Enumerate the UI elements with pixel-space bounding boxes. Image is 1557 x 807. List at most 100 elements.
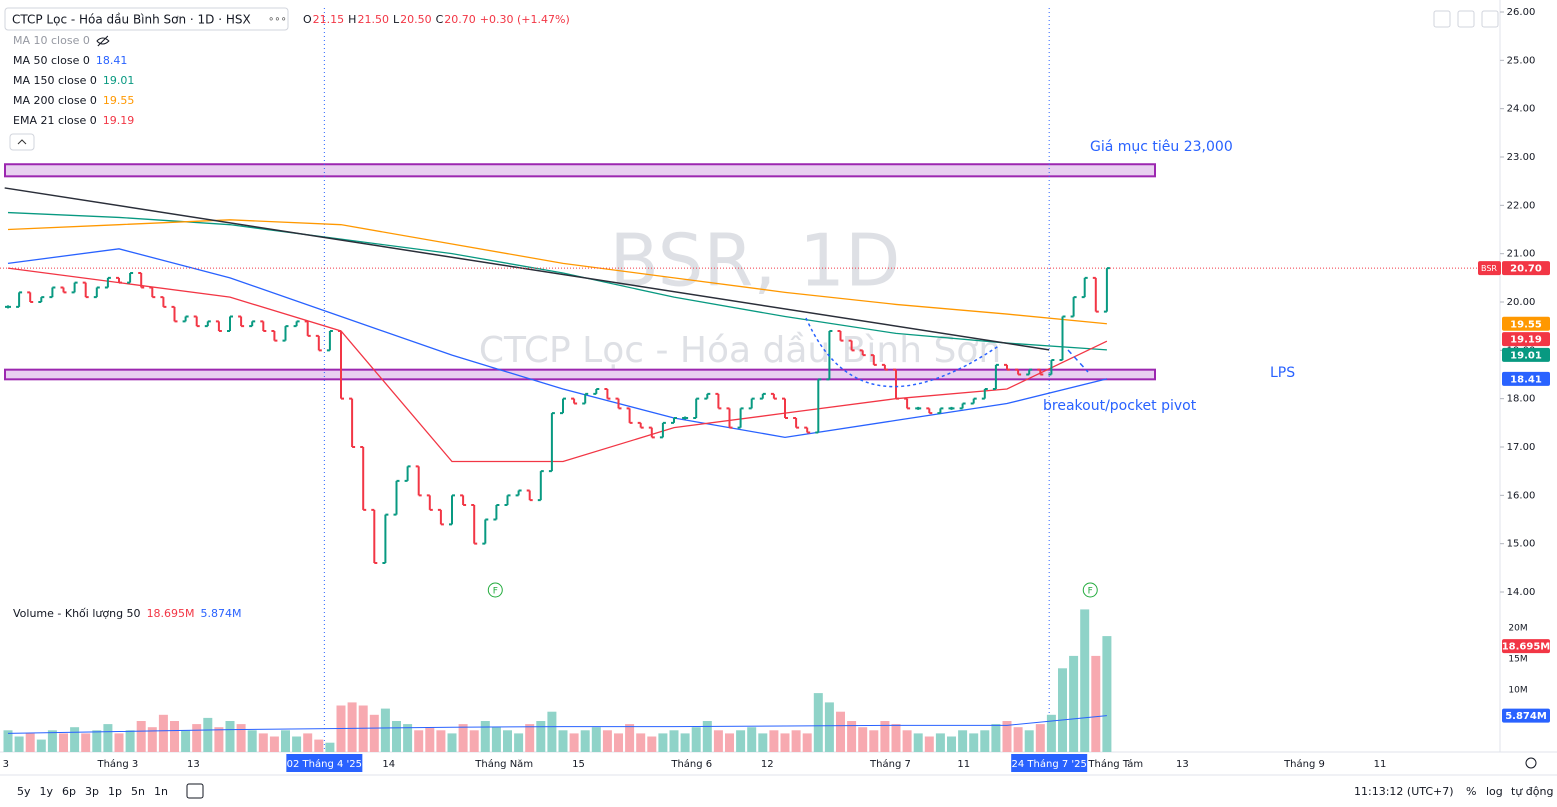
price-bar bbox=[1015, 368, 1022, 376]
period-button[interactable]: 6p bbox=[62, 785, 76, 798]
volume-bar bbox=[614, 733, 623, 752]
volume-bar bbox=[203, 717, 213, 752]
y-tick-label: 23.00 bbox=[1507, 152, 1536, 163]
period-button[interactable]: 1y bbox=[40, 785, 54, 798]
event-marker[interactable] bbox=[1082, 582, 1098, 598]
hidden-icon[interactable] bbox=[96, 35, 110, 47]
volume-badge: 18.695M bbox=[1502, 642, 1551, 653]
scale-option[interactable]: log bbox=[1486, 785, 1503, 798]
calendar-icon[interactable] bbox=[186, 783, 204, 799]
symbol-title: CTCP Lọc - Hóa dầu Bình Sơn · 1D · HSX bbox=[12, 13, 251, 27]
watermark-name: CTCP Lọc - Hóa dầu Bình Sơn bbox=[479, 330, 1001, 371]
volume-bar bbox=[59, 733, 68, 752]
price-bar bbox=[793, 417, 800, 429]
legend-name[interactable]: MA 50 close 0 bbox=[13, 54, 90, 67]
price-bar bbox=[82, 281, 89, 299]
legend-name[interactable]: EMA 21 close 0 bbox=[13, 114, 97, 127]
scale-option[interactable]: tự động bbox=[1511, 785, 1553, 798]
x-tick-label: 11 bbox=[957, 759, 970, 770]
legend-value: 18.41 bbox=[96, 54, 128, 67]
volume-bar bbox=[181, 730, 191, 752]
price-bar bbox=[1004, 363, 1010, 371]
y-tick-label: 18.00 bbox=[1507, 394, 1536, 405]
volume-bar bbox=[1102, 636, 1112, 752]
x-tick-highlight bbox=[1011, 754, 1088, 772]
volume-bar bbox=[824, 702, 834, 752]
y-tick-label: 16.00 bbox=[1507, 490, 1536, 501]
scale-option[interactable]: % bbox=[1466, 785, 1476, 798]
volume-bar bbox=[103, 724, 113, 752]
period-button[interactable]: 3p bbox=[85, 785, 99, 798]
volume-bar bbox=[136, 721, 146, 752]
price-bar bbox=[748, 397, 755, 410]
price-bar bbox=[360, 446, 367, 511]
price-bar bbox=[315, 334, 322, 352]
period-button[interactable]: 1n bbox=[154, 785, 168, 798]
price-bar bbox=[959, 402, 966, 410]
price-bar bbox=[38, 296, 45, 303]
price-bar bbox=[659, 421, 666, 439]
more-icon[interactable]: ∘∘∘ bbox=[268, 14, 287, 25]
volume-bar bbox=[503, 730, 512, 752]
price-bar bbox=[349, 397, 356, 448]
close-button[interactable] bbox=[1457, 10, 1475, 28]
volume-bar bbox=[514, 733, 524, 752]
volume-bar bbox=[658, 733, 668, 752]
price-bar bbox=[970, 397, 977, 405]
price-bar bbox=[160, 296, 167, 308]
price-bar bbox=[682, 416, 689, 420]
price-bar bbox=[193, 315, 200, 328]
period-button[interactable]: 5y bbox=[17, 785, 31, 798]
volume-bar bbox=[1024, 730, 1034, 752]
volume-bar bbox=[913, 733, 923, 752]
volume-ma-badge: 5.874M bbox=[1505, 711, 1547, 722]
price-bar bbox=[138, 272, 145, 289]
volume-bar bbox=[647, 736, 657, 752]
x-tick-label: 3 bbox=[3, 759, 9, 770]
legend-name[interactable]: MA 150 close 0 bbox=[13, 74, 97, 87]
volume-bar bbox=[369, 714, 379, 752]
x-tick-label: 15 bbox=[572, 759, 585, 770]
volume-bar bbox=[636, 733, 646, 752]
price-bar bbox=[526, 489, 533, 502]
volume-legend-value: 18.695M bbox=[147, 607, 195, 620]
event-marker[interactable] bbox=[487, 582, 503, 598]
price-bar bbox=[1103, 267, 1110, 313]
price-bar bbox=[593, 388, 600, 395]
settings-button[interactable] bbox=[1481, 10, 1499, 28]
legend-name[interactable]: MA 200 close 0 bbox=[13, 94, 97, 107]
y-tick-label: 14.00 bbox=[1507, 587, 1536, 598]
legend-value: 19.01 bbox=[103, 74, 135, 87]
volume-bar bbox=[813, 693, 823, 752]
period-button[interactable]: 5n bbox=[131, 785, 145, 798]
zone bbox=[4, 368, 1156, 381]
price-bar bbox=[304, 320, 311, 337]
settings-icon[interactable] bbox=[1525, 757, 1537, 769]
volume-bar bbox=[125, 730, 135, 752]
price-bar bbox=[93, 286, 100, 299]
price-bar bbox=[182, 315, 189, 323]
volume-bar bbox=[769, 730, 779, 752]
symbol-box[interactable] bbox=[4, 7, 289, 31]
legend-name[interactable]: MA 10 close 0 bbox=[13, 34, 90, 47]
x-tick-label: 12 bbox=[761, 759, 774, 770]
period-button[interactable]: 1p bbox=[108, 785, 122, 798]
volume-bar bbox=[836, 711, 845, 752]
collapse-button[interactable] bbox=[9, 133, 35, 151]
price-bar bbox=[293, 320, 300, 328]
collapse-icon bbox=[17, 139, 27, 145]
y-tick-label: 20.00 bbox=[1507, 297, 1536, 308]
volume-bar bbox=[25, 733, 35, 752]
volume-bar bbox=[147, 727, 157, 752]
volume-bar bbox=[847, 721, 857, 752]
volume-bar bbox=[725, 733, 734, 752]
volume-bar bbox=[258, 733, 268, 752]
volume-bar bbox=[947, 736, 956, 752]
x-tick-label: Tháng 9 bbox=[1283, 758, 1325, 770]
ohlc-key: L bbox=[393, 13, 400, 26]
price-bar bbox=[493, 504, 500, 521]
down-button[interactable] bbox=[1433, 10, 1451, 28]
price-bar bbox=[71, 281, 78, 294]
ohlc-change: +0.30 (+1.47%) bbox=[480, 13, 570, 26]
